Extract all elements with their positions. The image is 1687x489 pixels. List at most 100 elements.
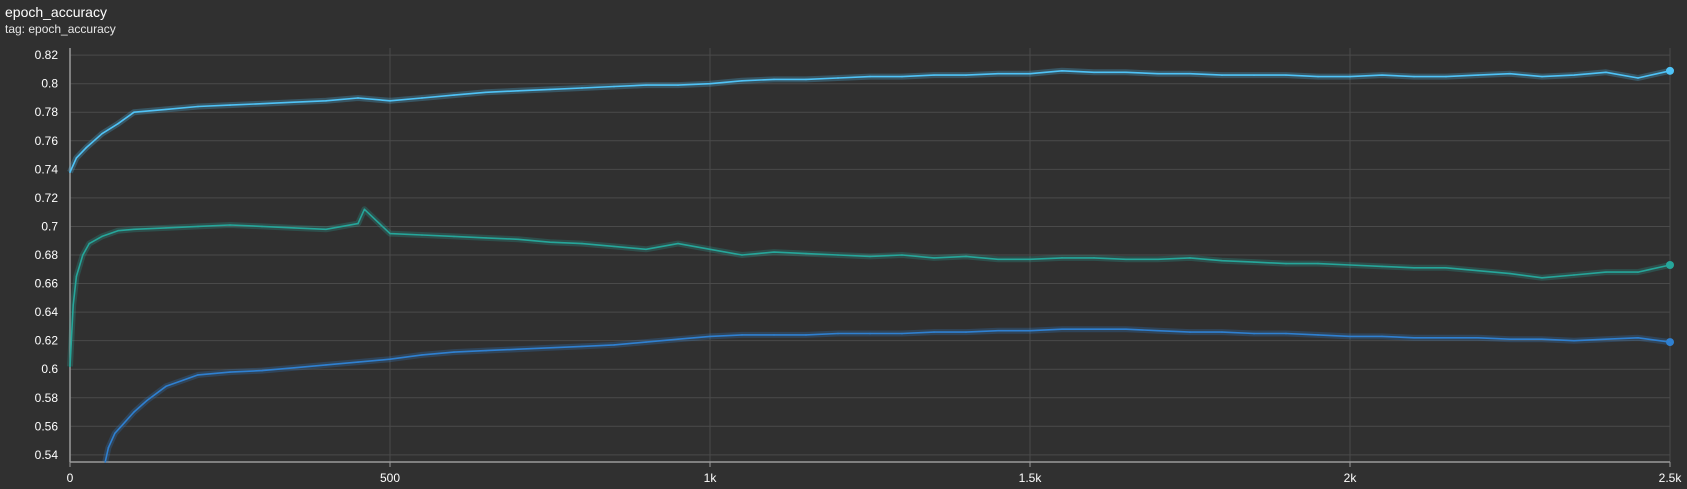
series-point-1 (363, 208, 366, 211)
series-point-0 (325, 100, 327, 102)
series-point-2 (581, 345, 583, 348)
series-point-1 (197, 225, 199, 228)
y-tick-label: 0.76 (35, 134, 59, 148)
series-end-marker-2 (1666, 338, 1674, 347)
series-point-0 (1349, 75, 1351, 78)
series-point-1 (1221, 259, 1223, 262)
series-point-0 (117, 122, 119, 125)
series-point-2 (133, 411, 135, 413)
series-point-2 (1253, 332, 1255, 335)
y-tick-label: 0.66 (35, 277, 59, 291)
series-point-2 (261, 369, 263, 372)
series-point-1 (933, 257, 935, 259)
series-point-1 (1125, 258, 1127, 261)
series-point-1 (1253, 261, 1255, 263)
series-point-1 (901, 254, 903, 256)
series-point-1 (869, 255, 871, 258)
series-raw-band-2 (102, 326, 1671, 463)
series-point-0 (133, 111, 135, 114)
x-tick-label: 2k (1344, 471, 1358, 485)
series-point-2 (1093, 328, 1095, 331)
y-tick-label: 0.58 (35, 391, 59, 405)
series-point-1 (75, 275, 78, 278)
series-point-0 (869, 75, 871, 78)
series-point-2 (120, 425, 122, 428)
series-point-1 (133, 228, 135, 231)
series-point-1 (1029, 258, 1031, 261)
series-point-2 (805, 334, 807, 336)
y-tick-label: 0.64 (35, 305, 59, 319)
series-point-1 (72, 304, 74, 306)
y-tick-label: 0.7 (41, 219, 58, 233)
series-point-0 (1253, 74, 1255, 76)
series-point-0 (1093, 71, 1095, 74)
x-tick-label: 0 (67, 471, 74, 485)
series-point-1 (1189, 257, 1191, 259)
grid-lines (69, 48, 1671, 462)
series-point-2 (1445, 337, 1447, 339)
series-point-1 (613, 245, 615, 248)
y-tick-label: 0.8 (41, 77, 58, 91)
series-point-0 (645, 84, 647, 86)
series-point-1 (1093, 257, 1095, 259)
series-point-0 (1637, 77, 1639, 79)
series-point-1 (805, 252, 807, 255)
series-point-0 (389, 100, 391, 102)
y-tick-labels: 0.54 0.56 0.58 0.6 0.62 0.64 0.66 0.68 0.7 0.72 0.… (35, 48, 59, 462)
series-point-2 (1637, 337, 1639, 339)
series-point-2 (114, 432, 116, 435)
series-point-1 (1157, 258, 1159, 261)
series-point-0 (1125, 71, 1127, 74)
series-point-2 (1157, 329, 1159, 332)
series-point-1 (965, 255, 967, 258)
series-point-0 (1061, 70, 1063, 72)
series-point-0 (229, 104, 231, 106)
series-point-0 (837, 77, 839, 79)
series-point-1 (1509, 272, 1511, 275)
series-point-0 (75, 157, 78, 159)
y-tick-label: 0.62 (35, 334, 59, 348)
series-point-2 (229, 371, 231, 373)
series-point-2 (1349, 335, 1351, 338)
chart-header: epoch_accuracy tag: epoch_accuracy (5, 3, 116, 37)
series-point-0 (357, 97, 359, 99)
series-point-0 (581, 87, 583, 89)
series-point-1 (741, 254, 743, 256)
series-point-2 (1221, 331, 1223, 333)
series-point-0 (1413, 75, 1415, 78)
y-tick-label: 0.56 (35, 419, 59, 433)
series-point-0 (549, 88, 551, 91)
series-point-2 (869, 332, 871, 335)
series-point-1 (1541, 277, 1543, 279)
series-point-0 (1189, 72, 1191, 75)
series-point-0 (293, 101, 295, 104)
series-point-1 (677, 242, 679, 245)
series-point-2 (1605, 338, 1607, 341)
series-point-1 (261, 225, 263, 228)
series-point-2 (421, 354, 423, 356)
y-tick-label: 0.68 (35, 248, 59, 262)
x-tick-label: 1k (704, 471, 718, 485)
series-point-0 (901, 75, 903, 78)
series-point-0 (677, 84, 679, 86)
series-point-2 (901, 332, 903, 335)
series-point-2 (1189, 331, 1191, 333)
series-lines (67, 66, 1674, 463)
series-point-2 (1509, 338, 1511, 341)
series-point-0 (165, 108, 167, 111)
series-point-1 (293, 227, 295, 229)
series-point-1 (69, 365, 71, 368)
series-point-1 (1381, 265, 1383, 268)
series-point-2 (1285, 332, 1287, 335)
series-point-2 (453, 351, 455, 353)
series-point-0 (1221, 74, 1223, 76)
series-line-1 (69, 208, 1671, 367)
y-tick-label: 0.74 (35, 162, 59, 176)
series-point-0 (1317, 75, 1319, 78)
series-point-2 (1317, 334, 1319, 336)
series-point-1 (485, 237, 487, 239)
series-point-2 (389, 358, 391, 361)
series-point-0 (1285, 74, 1287, 76)
x-tick-label: 500 (380, 471, 400, 485)
